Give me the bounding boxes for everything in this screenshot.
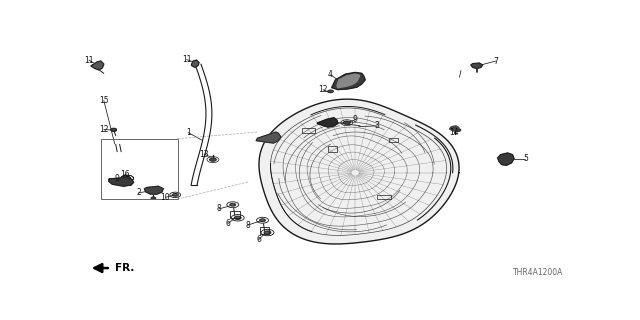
Text: 2: 2 bbox=[136, 188, 141, 197]
Bar bbox=[302, 128, 315, 132]
Polygon shape bbox=[498, 153, 514, 165]
Circle shape bbox=[111, 128, 116, 131]
Circle shape bbox=[127, 183, 132, 186]
Circle shape bbox=[209, 158, 216, 161]
Polygon shape bbox=[145, 186, 163, 194]
Text: 7: 7 bbox=[493, 57, 498, 66]
Circle shape bbox=[172, 193, 178, 196]
Circle shape bbox=[124, 177, 131, 180]
Text: 5: 5 bbox=[523, 154, 528, 163]
Polygon shape bbox=[191, 60, 199, 68]
Bar bbox=[101, 139, 178, 199]
Bar bbox=[230, 212, 240, 218]
Text: 10: 10 bbox=[161, 193, 170, 202]
Circle shape bbox=[260, 219, 266, 222]
Circle shape bbox=[230, 203, 236, 206]
Polygon shape bbox=[109, 178, 134, 186]
Polygon shape bbox=[91, 61, 104, 70]
Text: 12: 12 bbox=[318, 85, 328, 94]
Polygon shape bbox=[317, 118, 338, 127]
Polygon shape bbox=[471, 63, 483, 68]
Text: THR4A1200A: THR4A1200A bbox=[513, 268, 564, 277]
Text: 14: 14 bbox=[450, 128, 460, 137]
Polygon shape bbox=[256, 132, 281, 143]
Text: 16: 16 bbox=[120, 170, 129, 179]
Text: 11: 11 bbox=[84, 56, 93, 65]
Bar bbox=[376, 195, 392, 199]
Text: 15: 15 bbox=[99, 96, 109, 105]
Text: 6: 6 bbox=[256, 236, 261, 244]
Circle shape bbox=[234, 216, 241, 220]
Text: 9: 9 bbox=[115, 174, 120, 183]
Bar bbox=[260, 227, 269, 234]
Circle shape bbox=[455, 129, 461, 132]
Text: 13: 13 bbox=[199, 150, 209, 159]
Polygon shape bbox=[337, 74, 360, 88]
Text: 11: 11 bbox=[182, 55, 191, 64]
Circle shape bbox=[328, 90, 333, 93]
Circle shape bbox=[264, 231, 271, 234]
Circle shape bbox=[151, 197, 156, 199]
Text: 8: 8 bbox=[216, 204, 221, 213]
Circle shape bbox=[344, 121, 350, 124]
Circle shape bbox=[111, 129, 116, 132]
Polygon shape bbox=[332, 72, 365, 90]
Bar bbox=[388, 138, 399, 142]
Text: 8: 8 bbox=[245, 221, 250, 230]
Text: 9: 9 bbox=[353, 115, 358, 124]
Text: 6: 6 bbox=[225, 219, 230, 228]
Circle shape bbox=[124, 177, 131, 180]
Text: 3: 3 bbox=[374, 121, 379, 130]
Circle shape bbox=[108, 178, 113, 181]
Text: 12: 12 bbox=[99, 125, 109, 134]
Text: 4: 4 bbox=[328, 70, 333, 79]
Bar bbox=[328, 146, 337, 152]
Polygon shape bbox=[259, 99, 459, 244]
Text: 1: 1 bbox=[186, 128, 191, 137]
Text: FR.: FR. bbox=[115, 263, 134, 273]
Polygon shape bbox=[449, 126, 459, 131]
